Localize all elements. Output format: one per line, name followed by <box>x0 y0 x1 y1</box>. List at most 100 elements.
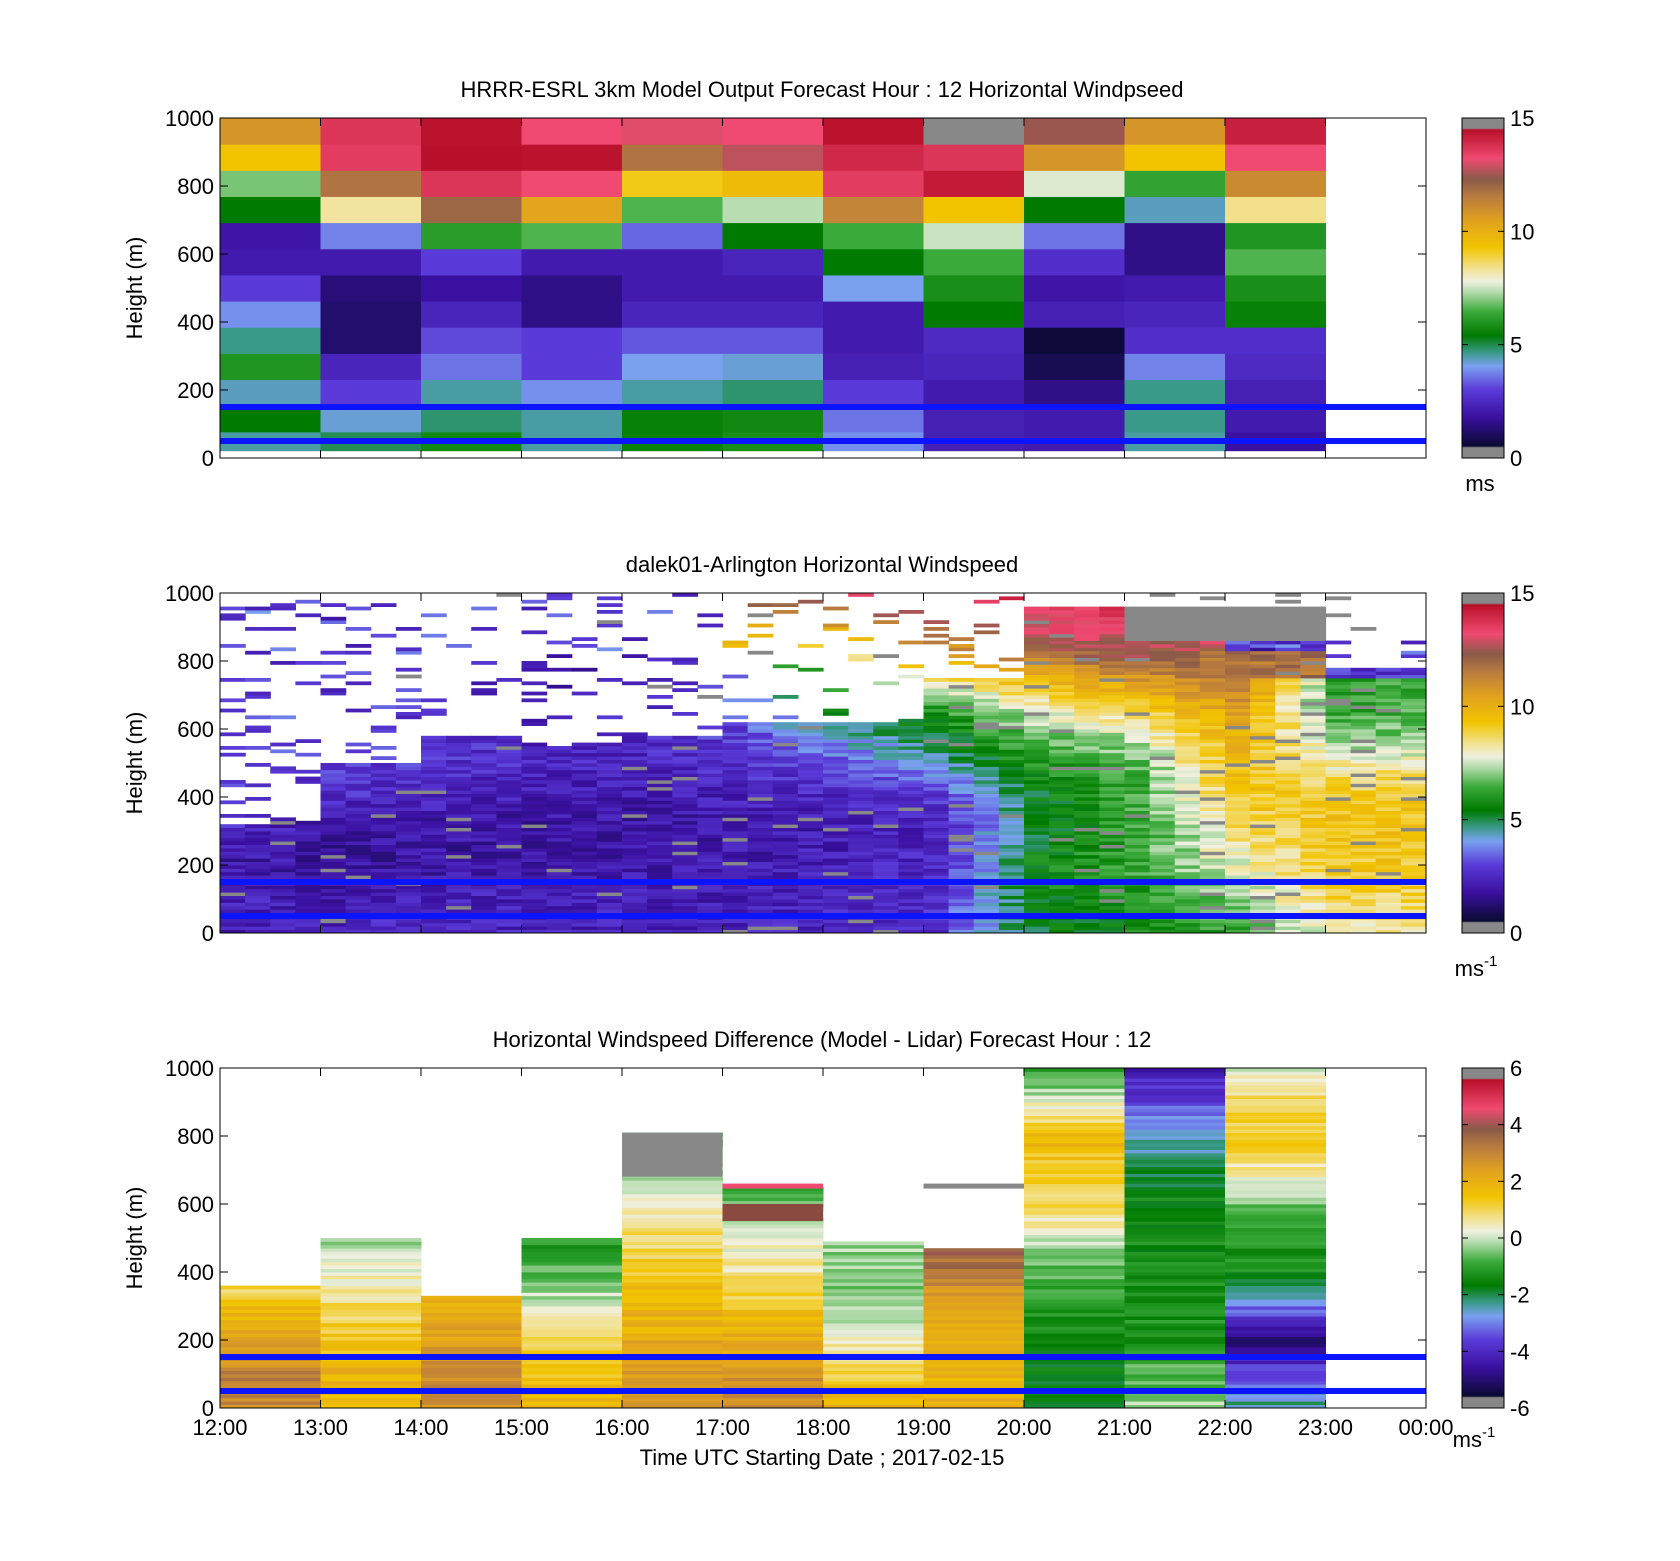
heatmap-cell <box>1375 929 1402 934</box>
heatmap-cell <box>1149 616 1176 621</box>
heatmap-cell <box>1049 909 1075 913</box>
heatmap-cell <box>823 1309 924 1314</box>
heatmap-cell <box>1325 729 1352 733</box>
heatmap-cell <box>1250 606 1276 611</box>
heatmap-cell <box>948 817 975 822</box>
heatmap-cell <box>320 793 347 798</box>
heatmap-cell <box>973 902 1000 907</box>
heatmap-cell <box>370 885 397 890</box>
heatmap-cell <box>697 803 724 808</box>
heatmap-cell <box>1024 1340 1125 1344</box>
heatmap-cell <box>496 922 523 927</box>
heatmap-cell <box>898 739 925 743</box>
heatmap-cell <box>1149 701 1176 706</box>
heatmap-cell <box>622 875 648 879</box>
heatmap-cell <box>672 752 698 757</box>
heatmap-cell <box>622 327 723 354</box>
heatmap-cell <box>1225 1326 1326 1331</box>
heatmap-cell <box>1300 712 1327 716</box>
heatmap-cell <box>1099 773 1126 777</box>
heatmap-cell <box>320 909 347 913</box>
heatmap-cell <box>873 742 899 747</box>
heatmap-cell <box>772 797 799 801</box>
heatmap-cell <box>747 888 774 893</box>
heatmap-cell <box>320 885 347 890</box>
heatmap-cell <box>923 786 950 791</box>
heatmap-cell <box>1124 1251 1226 1256</box>
heatmap-cell <box>270 715 296 720</box>
heatmap-cell <box>873 732 899 737</box>
heatmap-cell <box>1199 831 1226 835</box>
heatmap-cell <box>1074 674 1100 679</box>
heatmap-cell <box>1074 681 1100 686</box>
heatmap-cell <box>1124 1258 1226 1263</box>
heatmap-cell <box>1199 623 1226 628</box>
heatmap-cell <box>1400 817 1427 822</box>
heatmap-cell <box>797 841 824 845</box>
heatmap-cell <box>1124 664 1151 669</box>
heatmap-cell <box>848 841 874 845</box>
heatmap-cell <box>647 773 673 777</box>
heatmap-cell <box>1124 780 1151 784</box>
heatmap-cell <box>948 820 975 825</box>
heatmap-cell <box>546 593 573 597</box>
heatmap-cell <box>923 1309 1025 1314</box>
heatmap-cell <box>395 783 422 788</box>
heatmap-cell <box>370 776 397 781</box>
heatmap-cell <box>220 831 246 835</box>
heatmap-cell <box>797 837 824 842</box>
heatmap-cell <box>747 786 774 791</box>
heatmap-cell <box>1325 684 1352 689</box>
heatmap-cell <box>220 814 246 818</box>
heatmap-cell <box>1024 1394 1125 1399</box>
heatmap-cell <box>521 1248 623 1252</box>
heatmap-cell <box>998 735 1025 740</box>
heatmap-cell <box>345 606 372 611</box>
heatmap-cell <box>647 854 673 859</box>
heatmap-cell <box>622 919 648 924</box>
heatmap-cell <box>546 844 573 849</box>
heatmap-cell <box>923 1384 1025 1388</box>
heatmap-cell <box>1375 885 1402 890</box>
heatmap-cell <box>923 837 950 842</box>
heatmap-cell <box>1225 1319 1326 1324</box>
heatmap-cell <box>220 196 321 224</box>
heatmap-cell <box>1250 851 1276 856</box>
heatmap-cell <box>220 1343 321 1348</box>
heatmap-cell <box>1250 817 1276 822</box>
heatmap-cell <box>672 831 698 835</box>
heatmap-cell <box>320 1244 422 1249</box>
heatmap-cell <box>722 902 749 907</box>
heatmap-cell <box>973 725 1000 730</box>
heatmap-cell <box>998 824 1025 828</box>
heatmap-cell <box>596 776 623 781</box>
heatmap-cell <box>471 790 497 794</box>
heatmap-cell <box>948 776 975 781</box>
heatmap-cell <box>1174 606 1201 611</box>
heatmap-cell <box>622 752 648 757</box>
heatmap-cell <box>395 790 422 794</box>
heatmap-cell <box>220 1299 321 1303</box>
heatmap-cell <box>295 871 322 876</box>
heatmap-cell <box>1250 773 1276 777</box>
heatmap-cell <box>1325 698 1352 703</box>
heatmap-cell <box>1375 681 1402 686</box>
heatmap-cell <box>1375 899 1402 903</box>
heatmap-cell <box>496 783 523 788</box>
heatmap-cell <box>270 851 296 856</box>
heatmap-cell <box>1174 637 1201 641</box>
heatmap-cell <box>1049 888 1075 893</box>
heatmap-cell <box>1099 783 1126 788</box>
heatmap-cell <box>998 667 1025 672</box>
heatmap-cell <box>496 803 523 808</box>
heatmap-cell <box>823 327 924 354</box>
heatmap-cell <box>1375 786 1402 791</box>
heatmap-cell <box>1199 644 1226 648</box>
heatmap-cell <box>395 797 422 801</box>
heatmap-cell <box>1149 831 1176 835</box>
heatmap-cell <box>1124 1238 1226 1242</box>
heatmap-cell <box>823 688 849 692</box>
heatmap-cell <box>1024 1197 1125 1201</box>
heatmap-cell <box>973 807 1000 811</box>
heatmap-cell <box>722 807 749 811</box>
